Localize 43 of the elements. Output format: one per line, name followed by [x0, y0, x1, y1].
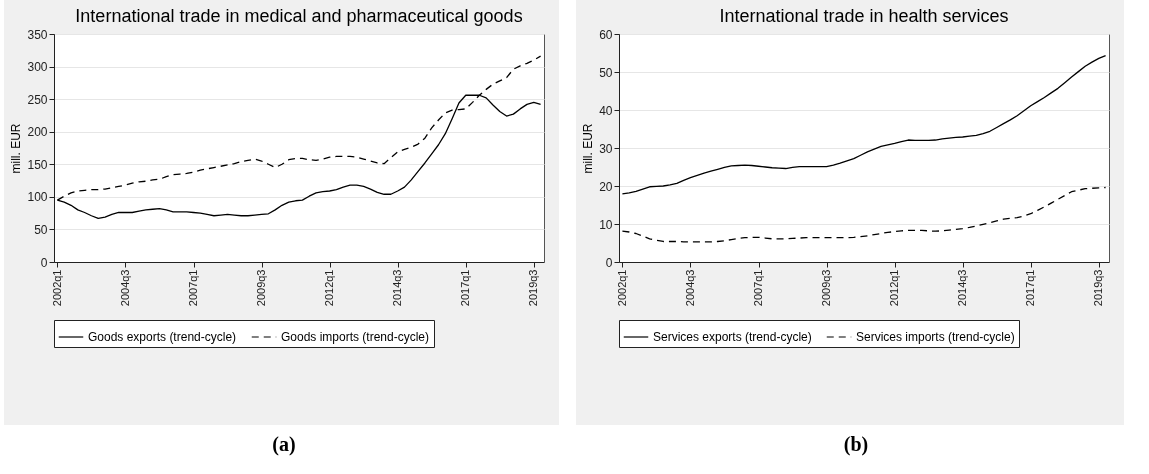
text: (a) [271, 433, 297, 456]
x-tick-label: 2004q3 [118, 269, 131, 307]
y-tick-label: 10 [599, 217, 613, 232]
x-tick-label: 2009q3 [820, 269, 833, 307]
x-tick-label: 2004q3 [683, 269, 696, 307]
y-tick-label: 150 [27, 157, 48, 172]
x-tick-label: 2009q3 [255, 269, 268, 307]
x-tick-label: 2007q1 [187, 269, 200, 307]
y-axis-title: mill. EUR [9, 123, 24, 174]
x-tick-label: 2019q3 [1092, 269, 1105, 307]
text: (b) [842, 433, 870, 456]
y-tick-label: 60 [599, 27, 613, 42]
x-tick-label: 2017q1 [1024, 269, 1037, 307]
y-tick-label: 50 [599, 65, 613, 80]
y-tick-label: 40 [599, 103, 613, 118]
x-tick-label: 2012q1 [888, 269, 901, 307]
x-tick-label: 2002q1 [615, 269, 628, 307]
y-tick-label: 0 [40, 255, 48, 270]
x-tick-label: 2019q3 [527, 269, 540, 307]
y-tick-label: 350 [27, 27, 48, 42]
chart-title: International trade in medical and pharmaceutical goods [75, 6, 523, 26]
y-tick-label: 200 [27, 125, 48, 140]
y-tick-label: 20 [599, 179, 613, 194]
chart-title: International trade in health services [719, 6, 1009, 26]
y-axis-title: mill. EUR [581, 123, 596, 174]
legend-label: Goods imports (trend-cycle) [281, 330, 430, 344]
y-tick-label: 30 [599, 141, 613, 156]
x-tick-label: 2014q3 [391, 269, 404, 307]
y-tick-label: 300 [27, 60, 48, 75]
x-tick-label: 2012q1 [323, 269, 336, 307]
legend-label: Services exports (trend-cycle) [653, 330, 812, 344]
x-tick-label: 2002q1 [50, 269, 63, 307]
x-tick-label: 2007q1 [752, 269, 765, 307]
line-series [621, 186, 1107, 243]
legend-label: Goods exports (trend-cycle) [88, 330, 237, 344]
line-series [621, 55, 1107, 195]
y-tick-label: 100 [27, 190, 48, 205]
y-tick-label: 250 [27, 92, 48, 107]
y-tick-label: 50 [34, 222, 48, 237]
x-tick-label: 2014q3 [956, 269, 969, 307]
y-tick-label: 0 [605, 255, 613, 270]
legend-label: Services imports (trend-cycle) [856, 330, 1015, 344]
x-tick-label: 2017q1 [459, 269, 472, 307]
